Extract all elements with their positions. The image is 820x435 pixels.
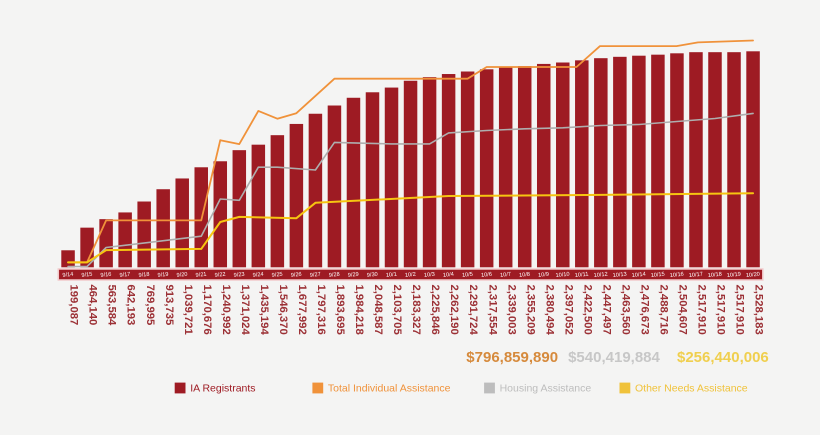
svg-text:2,517,910: 2,517,910 xyxy=(696,285,708,335)
svg-text:10/6: 10/6 xyxy=(481,272,492,279)
svg-text:464,140: 464,140 xyxy=(87,285,99,326)
svg-text:9/28: 9/28 xyxy=(329,272,340,279)
svg-text:9/16: 9/16 xyxy=(100,272,111,279)
svg-text:10/1: 10/1 xyxy=(386,272,397,279)
svg-text:1,984,218: 1,984,218 xyxy=(353,285,365,335)
svg-text:2,380,494: 2,380,494 xyxy=(543,285,555,336)
svg-text:9/20: 9/20 xyxy=(176,272,187,279)
svg-text:9/24: 9/24 xyxy=(252,272,263,279)
svg-text:1,677,992: 1,677,992 xyxy=(296,285,308,335)
svg-text:9/25: 9/25 xyxy=(272,272,283,279)
svg-text:10/4: 10/4 xyxy=(443,272,454,279)
svg-text:$540,419,884: $540,419,884 xyxy=(568,349,660,366)
svg-text:1,797,316: 1,797,316 xyxy=(315,285,327,335)
svg-text:2,225,846: 2,225,846 xyxy=(429,285,441,335)
svg-text:$796,859,890: $796,859,890 xyxy=(466,349,558,366)
svg-text:9/17: 9/17 xyxy=(119,272,130,279)
svg-text:1,546,370: 1,546,370 xyxy=(277,285,289,335)
svg-text:1,039,721: 1,039,721 xyxy=(182,285,194,335)
svg-text:9/18: 9/18 xyxy=(138,272,149,279)
svg-text:9/22: 9/22 xyxy=(214,272,225,279)
svg-text:2,517,910: 2,517,910 xyxy=(715,285,727,335)
svg-text:1,435,194: 1,435,194 xyxy=(258,285,270,336)
svg-text:10/2: 10/2 xyxy=(405,272,416,279)
svg-text:913,735: 913,735 xyxy=(163,285,175,326)
svg-text:642,193: 642,193 xyxy=(125,285,137,326)
svg-text:1,371,024: 1,371,024 xyxy=(239,285,251,336)
svg-text:Other Needs Assistance: Other Needs Assistance xyxy=(635,382,748,394)
svg-text:2,355,209: 2,355,209 xyxy=(524,285,536,335)
svg-text:9/19: 9/19 xyxy=(157,272,168,279)
svg-text:9/23: 9/23 xyxy=(233,272,244,279)
svg-text:Total Individual Assistance: Total Individual Assistance xyxy=(328,382,451,394)
svg-text:9/26: 9/26 xyxy=(291,272,302,279)
svg-text:2,262,190: 2,262,190 xyxy=(448,285,460,335)
svg-text:199,087: 199,087 xyxy=(68,285,80,326)
svg-text:1,240,992: 1,240,992 xyxy=(220,285,232,335)
svg-text:10/3: 10/3 xyxy=(424,272,435,279)
svg-text:2,183,327: 2,183,327 xyxy=(410,285,422,335)
svg-text:9/29: 9/29 xyxy=(348,272,359,279)
svg-text:10/9: 10/9 xyxy=(538,272,549,279)
svg-text:9/14: 9/14 xyxy=(62,272,73,279)
svg-text:$256,440,006: $256,440,006 xyxy=(677,349,769,366)
svg-text:2,504,607: 2,504,607 xyxy=(677,285,689,335)
svg-text:1,170,676: 1,170,676 xyxy=(201,285,213,335)
svg-text:563,584: 563,584 xyxy=(106,285,118,327)
svg-text:10/7: 10/7 xyxy=(500,272,511,279)
svg-text:Housing Assistance: Housing Assistance xyxy=(500,382,592,394)
svg-text:2,463,560: 2,463,560 xyxy=(619,285,631,335)
svg-text:10/5: 10/5 xyxy=(462,272,473,279)
svg-text:2,397,052: 2,397,052 xyxy=(562,285,574,335)
svg-text:2,488,716: 2,488,716 xyxy=(658,285,670,335)
svg-text:2,422,500: 2,422,500 xyxy=(581,285,593,335)
svg-text:2,317,554: 2,317,554 xyxy=(486,285,498,336)
svg-text:9/27: 9/27 xyxy=(310,272,321,279)
svg-text:2,291,724: 2,291,724 xyxy=(467,285,479,336)
svg-text:10/8: 10/8 xyxy=(519,272,530,279)
svg-text:2,339,003: 2,339,003 xyxy=(505,285,517,335)
svg-text:9/21: 9/21 xyxy=(195,272,206,279)
svg-text:2,476,673: 2,476,673 xyxy=(638,285,650,335)
svg-text:769,995: 769,995 xyxy=(144,285,156,326)
svg-text:2,528,183: 2,528,183 xyxy=(753,285,765,335)
svg-text:2,048,587: 2,048,587 xyxy=(372,285,384,335)
svg-text:2,447,497: 2,447,497 xyxy=(600,285,612,335)
svg-text:2,103,705: 2,103,705 xyxy=(391,285,403,335)
svg-text:9/30: 9/30 xyxy=(367,272,378,279)
svg-text:9/15: 9/15 xyxy=(81,272,92,279)
svg-text:1,893,695: 1,893,695 xyxy=(334,285,346,335)
svg-text:2,517,910: 2,517,910 xyxy=(734,285,746,335)
svg-text:IA Registrants: IA Registrants xyxy=(190,382,255,394)
